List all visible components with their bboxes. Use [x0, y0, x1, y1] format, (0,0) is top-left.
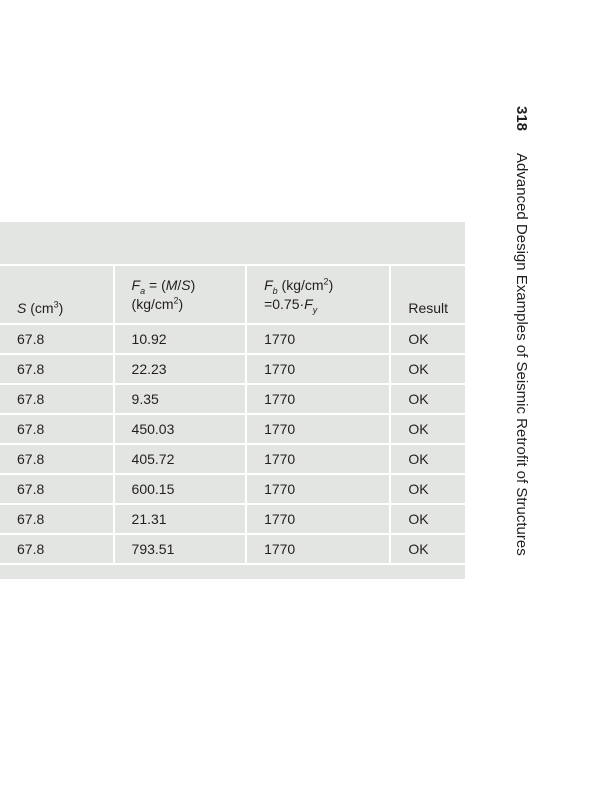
header-fa-sub: a [140, 285, 146, 296]
cell-section-modulus: 67.8 [0, 443, 115, 473]
table-panel: S (cm3) Fa = (M/S) (kg/cm2) Fb (kg/cm2) … [0, 222, 465, 579]
cell-result: OK [391, 503, 465, 533]
cell-allowable-stress: 1770 [247, 413, 392, 443]
table-row: 67.8 600.15 1770 OK [0, 473, 465, 503]
table-row: 67.8 22.23 1770 OK [0, 353, 465, 383]
cell-result: OK [391, 533, 465, 565]
cell-section-modulus: 67.8 [0, 413, 115, 443]
header-fa-close: ) [190, 276, 196, 293]
cell-allowable-stress: 1770 [247, 383, 392, 413]
header-s-unit: (cm [26, 300, 54, 316]
cell-section-modulus: 67.8 [0, 473, 115, 503]
cell-actual-stress: 21.31 [114, 503, 248, 533]
cell-result: OK [391, 443, 465, 473]
header-s-exp: 3 [53, 299, 59, 310]
cell-allowable-stress: 1770 [247, 323, 392, 353]
cell-result: OK [391, 383, 465, 413]
header-fb-sub: b [272, 285, 278, 296]
header-fa-slash: / [177, 276, 182, 293]
table-row: 67.8 9.35 1770 OK [0, 383, 465, 413]
cell-section-modulus: 67.8 [0, 533, 115, 565]
running-head: 318 Advanced Design Examples of Seismic R… [513, 106, 530, 556]
header-fb-exp: 2 [323, 275, 329, 286]
cell-actual-stress: 405.72 [114, 443, 248, 473]
header-fb-fy-sub: y [312, 304, 318, 315]
header-fb-symbol: F [264, 276, 273, 293]
cell-allowable-stress: 1770 [247, 533, 392, 565]
header-fa-unit: (kg/cm [131, 295, 174, 312]
header-section-modulus: S (cm3) [0, 264, 115, 323]
cell-result: OK [391, 323, 465, 353]
header-fb-unit: (kg/cm [277, 276, 324, 293]
cell-allowable-stress: 1770 [247, 503, 392, 533]
cell-allowable-stress: 1770 [247, 473, 392, 503]
header-fa-formula: = ( [145, 276, 166, 293]
header-fb-unit-close: ) [328, 276, 334, 293]
cell-actual-stress: 22.23 [114, 353, 248, 383]
header-s-close: ) [58, 300, 64, 316]
cell-section-modulus: 67.8 [0, 323, 115, 353]
header-fa-exp: 2 [173, 294, 179, 305]
header-result: Result [391, 264, 465, 323]
cell-result: OK [391, 413, 465, 443]
cell-actual-stress: 10.92 [114, 323, 248, 353]
cell-actual-stress: 600.15 [114, 473, 248, 503]
cell-result: OK [391, 353, 465, 383]
header-fb-fy: F [304, 295, 313, 312]
table-row: 67.8 450.03 1770 OK [0, 413, 465, 443]
header-actual-stress: Fa = (M/S) (kg/cm2) [114, 264, 248, 323]
table-row: 67.8 793.51 1770 OK [0, 533, 465, 565]
header-fa-m: M [165, 276, 178, 293]
page-number: 318 [513, 106, 530, 132]
header-fb-formula: =0.75· [264, 295, 305, 312]
cell-actual-stress: 9.35 [114, 383, 248, 413]
cell-section-modulus: 67.8 [0, 383, 115, 413]
table-row: 67.8 10.92 1770 OK [0, 323, 465, 353]
cell-result: OK [391, 473, 465, 503]
header-allowable-stress: Fb (kg/cm2) =0.75·Fy [247, 264, 392, 323]
results-table: S (cm3) Fa = (M/S) (kg/cm2) Fb (kg/cm2) … [0, 264, 465, 565]
header-fa-symbol: F [131, 276, 141, 293]
cell-actual-stress: 450.03 [114, 413, 248, 443]
cell-section-modulus: 67.8 [0, 503, 115, 533]
header-s-symbol: S [17, 300, 27, 316]
cell-actual-stress: 793.51 [114, 533, 248, 565]
table-row: 67.8 405.72 1770 OK [0, 443, 465, 473]
table-header-row: S (cm3) Fa = (M/S) (kg/cm2) Fb (kg/cm2) … [0, 264, 465, 323]
book-title: Advanced Design Examples of Seismic Retr… [513, 153, 530, 556]
cell-allowable-stress: 1770 [247, 353, 392, 383]
cell-section-modulus: 67.8 [0, 353, 115, 383]
table-row: 67.8 21.31 1770 OK [0, 503, 465, 533]
cell-allowable-stress: 1770 [247, 443, 392, 473]
header-fa-unit-close: ) [178, 295, 184, 312]
header-fa-s: S [181, 276, 191, 293]
